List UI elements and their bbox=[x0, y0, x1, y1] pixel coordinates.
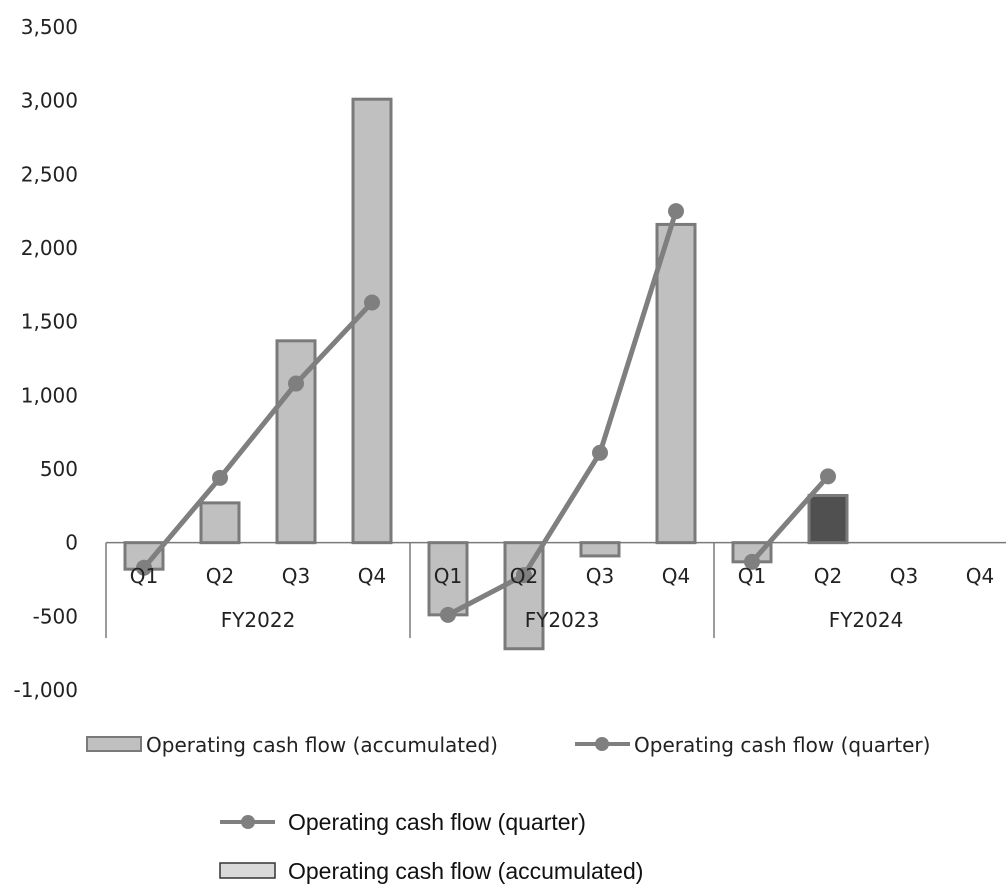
group-label: FY2024 bbox=[829, 608, 904, 632]
category-label: Q1 bbox=[130, 564, 158, 588]
secondary-legend-bar-label: Operating cash flow (accumulated) bbox=[288, 858, 643, 884]
quarter-line bbox=[142, 300, 374, 570]
quarter-point bbox=[820, 468, 836, 485]
quarter-point bbox=[136, 559, 152, 576]
secondary-legend: Operating cash flow (quarter) Operating … bbox=[219, 809, 643, 884]
legend-label-quarter: Operating cash flow (quarter) bbox=[634, 733, 930, 757]
category-axis bbox=[105, 541, 1006, 638]
line-series bbox=[136, 203, 836, 623]
bar bbox=[199, 501, 241, 545]
y-tick-label: -500 bbox=[33, 604, 78, 628]
category-label: Q3 bbox=[282, 564, 310, 588]
legend-swatch-quarter-marker bbox=[595, 737, 609, 751]
category-label: Q2 bbox=[510, 564, 538, 588]
quarter-line bbox=[446, 210, 679, 618]
y-tick-label: 1,000 bbox=[21, 383, 78, 407]
y-axis-labels: 3,500 3,000 2,500 2,000 1,500 1,000 500 0 -500 -1… bbox=[14, 15, 78, 702]
category-labels: Q1 Q2 Q3 Q4 Q1 Q2 Q3 Q4 Q1 Q2 Q3 Q4 bbox=[130, 564, 994, 588]
group-labels: FY2022 FY2023 FY2024 bbox=[221, 608, 904, 632]
category-label: Q4 bbox=[966, 564, 994, 588]
category-label: Q4 bbox=[358, 564, 386, 588]
category-label: Q3 bbox=[890, 564, 918, 588]
quarter-point bbox=[288, 375, 304, 392]
bar bbox=[655, 222, 697, 545]
secondary-legend-bar-swatch bbox=[219, 862, 276, 879]
bar bbox=[503, 541, 545, 651]
quarter-point bbox=[440, 606, 456, 623]
group-label: FY2023 bbox=[525, 608, 600, 632]
bar-series bbox=[123, 97, 849, 651]
category-label: Q2 bbox=[206, 564, 234, 588]
quarter-point bbox=[516, 567, 532, 584]
category-label: Q1 bbox=[434, 564, 462, 588]
secondary-legend-line-marker bbox=[241, 815, 255, 829]
category-label: Q3 bbox=[586, 564, 614, 588]
secondary-legend-line-label: Operating cash flow (quarter) bbox=[288, 809, 586, 835]
legend-label-accumulated: Operating cash flow (accumulated) bbox=[146, 733, 498, 757]
bar bbox=[807, 494, 849, 545]
y-tick-label: 3,000 bbox=[21, 89, 78, 113]
y-tick-label: 1,500 bbox=[21, 310, 78, 334]
quarter-point bbox=[364, 294, 380, 311]
quarter-line bbox=[750, 474, 830, 564]
quarter-point bbox=[668, 203, 684, 220]
y-tick-label: 2,000 bbox=[21, 236, 78, 260]
quarter-point bbox=[592, 444, 608, 461]
bar bbox=[579, 541, 621, 558]
quarter-point bbox=[744, 553, 760, 570]
category-label: Q1 bbox=[738, 564, 766, 588]
y-tick-label: -1,000 bbox=[14, 678, 78, 702]
legend-swatch-accumulated bbox=[86, 736, 142, 752]
y-tick-label: 0 bbox=[65, 531, 78, 555]
category-label: Q2 bbox=[814, 564, 842, 588]
legend: Operating cash flow (accumulated) Operat… bbox=[86, 733, 930, 757]
category-label: Q4 bbox=[662, 564, 690, 588]
quarter-point bbox=[212, 469, 228, 486]
y-tick-label: 3,500 bbox=[21, 15, 78, 39]
y-tick-label: 2,500 bbox=[21, 162, 78, 186]
bar bbox=[351, 97, 393, 545]
group-label: FY2022 bbox=[221, 608, 296, 632]
y-tick-label: 500 bbox=[40, 457, 78, 481]
